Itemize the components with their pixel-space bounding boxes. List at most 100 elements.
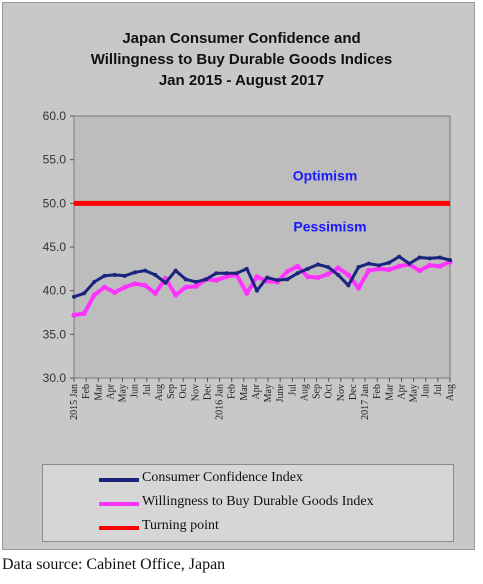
legend-swatch-turning-point bbox=[99, 526, 139, 530]
chart-title-line-1: Japan Consumer Confidence and bbox=[122, 30, 361, 47]
willingness-point bbox=[91, 292, 97, 298]
x-tick-label: Mar bbox=[239, 383, 250, 400]
consumer-confidence-point bbox=[295, 271, 300, 276]
y-tick-label: 40.0 bbox=[43, 284, 67, 298]
consumer-confidence-point bbox=[204, 277, 209, 282]
x-tick-label: Apr bbox=[251, 383, 262, 399]
legend-label-willingness: Willingness to Buy Durable Goods Index bbox=[142, 494, 374, 509]
consumer-confidence-point bbox=[417, 255, 422, 260]
x-tick-label: Apr bbox=[105, 383, 116, 399]
consumer-confidence-point bbox=[112, 272, 117, 277]
x-tick-label: Mar bbox=[384, 383, 395, 400]
x-tick-label: Apr bbox=[396, 383, 407, 399]
consumer-confidence-point bbox=[72, 294, 76, 299]
x-tick-label: Jul bbox=[142, 384, 153, 396]
consumer-confidence-point bbox=[163, 280, 168, 285]
willingness-point bbox=[416, 267, 423, 274]
y-tick-label: 50.0 bbox=[43, 196, 67, 210]
consumer-confidence-point bbox=[214, 271, 219, 276]
legend-swatch-consumer-confidence bbox=[99, 478, 139, 482]
consumer-confidence-point bbox=[183, 277, 188, 282]
consumer-confidence-point bbox=[254, 288, 259, 293]
x-tick-label: Aug bbox=[299, 384, 310, 401]
data-source-note: Data source: Cabinet Office, Japan bbox=[2, 556, 226, 573]
willingness-point bbox=[366, 267, 372, 274]
willingness-point bbox=[437, 263, 443, 269]
chart-title-line-3: Jan 2015 - August 2017 bbox=[158, 72, 325, 89]
willingness-point bbox=[244, 290, 250, 296]
chart-title-line-2: Willingness to Buy Durable Goods Indices bbox=[90, 51, 393, 68]
consumer-confidence-point bbox=[315, 262, 320, 267]
y-tick-label: 60.0 bbox=[43, 109, 67, 123]
x-tick-label: May bbox=[409, 384, 420, 402]
willingness-point bbox=[213, 277, 219, 283]
consumer-confidence-point bbox=[224, 271, 229, 276]
consumer-confidence-point bbox=[82, 291, 87, 296]
consumer-confidence-point bbox=[234, 271, 239, 276]
willingness-point bbox=[376, 266, 382, 272]
x-tick-label: Sep bbox=[166, 384, 177, 399]
willingness-point bbox=[386, 267, 392, 273]
x-tick-label: 2017 Jan bbox=[360, 384, 371, 420]
willingness-point bbox=[173, 292, 179, 298]
x-tick-label: Oct bbox=[324, 384, 335, 399]
willingness-point bbox=[396, 263, 402, 269]
x-tick-label: Aug bbox=[445, 384, 456, 401]
consumer-confidence-point bbox=[285, 277, 290, 282]
x-tick-label: Jul bbox=[287, 384, 298, 396]
consumer-confidence-point bbox=[326, 265, 331, 270]
y-tick-label: 55.0 bbox=[43, 153, 67, 167]
consumer-confidence-point bbox=[366, 261, 371, 266]
consumer-confidence-point bbox=[427, 256, 432, 261]
consumer-confidence-point bbox=[397, 254, 402, 259]
x-tick-label: Nov bbox=[190, 384, 201, 401]
consumer-confidence-point bbox=[448, 258, 452, 263]
consumer-confidence-point bbox=[122, 273, 127, 278]
willingness-point bbox=[112, 289, 118, 296]
annotation-optimism: Optimism bbox=[293, 167, 358, 183]
willingness-point bbox=[223, 274, 230, 280]
annotation-pessimism: Pessimism bbox=[293, 218, 366, 234]
consumer-confidence-point bbox=[132, 270, 137, 275]
legend-swatch-willingness bbox=[99, 502, 139, 506]
willingness-point bbox=[427, 262, 433, 268]
legend-item-willingness: Willingness to Buy Durable Goods Index bbox=[43, 493, 453, 515]
consumer-confidence-point bbox=[244, 266, 249, 271]
consumer-confidence-point bbox=[387, 260, 392, 265]
x-tick-label: Oct bbox=[178, 384, 189, 399]
willingness-point bbox=[315, 274, 321, 281]
consumer-confidence-point bbox=[143, 268, 148, 273]
consumer-confidence-point bbox=[275, 278, 280, 283]
legend-item-consumer-confidence: Consumer Confidence Index bbox=[43, 469, 453, 491]
x-tick-label: Dec bbox=[202, 383, 213, 400]
willingness-point bbox=[193, 283, 199, 289]
willingness-point bbox=[294, 263, 301, 269]
willingness-point bbox=[71, 312, 77, 318]
x-tick-label: May bbox=[263, 384, 274, 402]
legend-label-consumer-confidence: Consumer Confidence Index bbox=[142, 470, 303, 485]
consumer-confidence-point bbox=[305, 266, 310, 271]
x-tick-label: Jun bbox=[130, 384, 141, 398]
x-tick-label: Aug bbox=[154, 384, 165, 401]
willingness-point bbox=[305, 274, 311, 280]
willingness-point bbox=[122, 284, 128, 290]
x-tick-label: 2015 Jan bbox=[69, 384, 80, 420]
willingness-point bbox=[254, 274, 260, 280]
consumer-confidence-point bbox=[102, 273, 107, 278]
consumer-confidence-point bbox=[336, 272, 341, 277]
consumer-confidence-point bbox=[193, 279, 198, 284]
consumer-confidence-point bbox=[346, 283, 351, 288]
willingness-point bbox=[325, 271, 331, 277]
x-tick-label: 2016 Jan bbox=[215, 384, 226, 420]
consumer-confidence-point bbox=[265, 275, 270, 280]
consumer-confidence-point bbox=[407, 261, 412, 266]
x-tick-label: Feb bbox=[372, 384, 383, 399]
willingness-point bbox=[345, 272, 351, 278]
legend: Consumer Confidence Index Willingness to… bbox=[42, 464, 454, 542]
x-tick-label: June bbox=[275, 383, 286, 402]
legend-item-turning-point: Turning point bbox=[43, 517, 453, 539]
consumer-confidence-point bbox=[153, 272, 158, 277]
willingness-point bbox=[152, 290, 158, 296]
x-tick-label: Mar bbox=[93, 383, 104, 400]
